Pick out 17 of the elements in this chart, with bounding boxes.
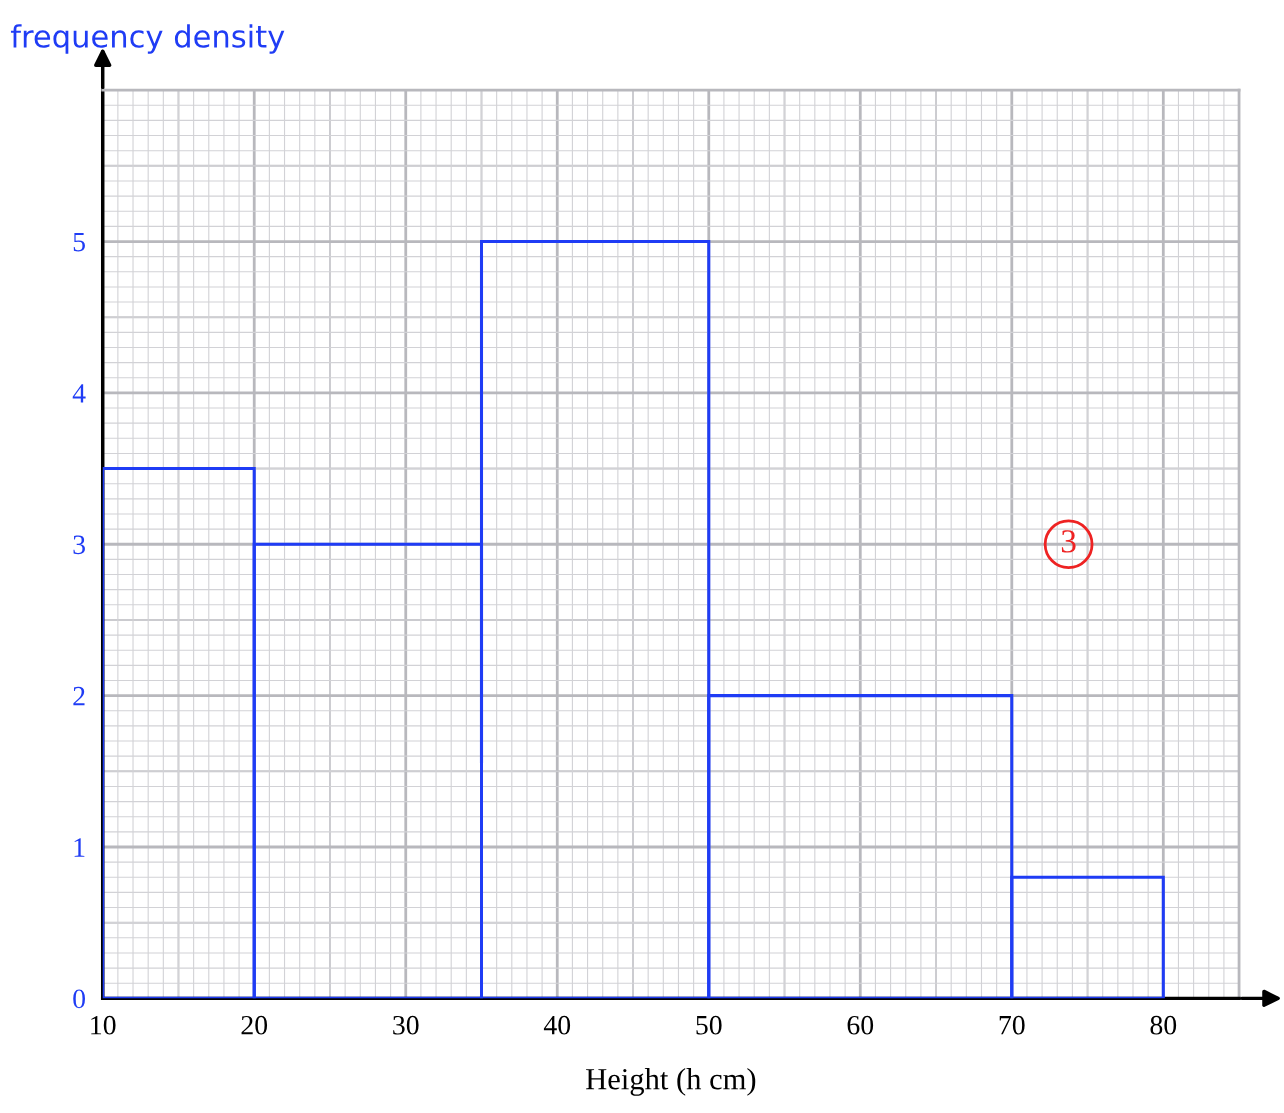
y-tick-label: 0 [73,989,85,1009]
y-tick-label: 3 [73,535,85,555]
x-tick-label: 70 [999,1015,1025,1035]
y-tick-label: 1 [74,838,85,857]
y-tick-label: 4 [72,384,86,403]
x-tick-label: 20 [241,1015,268,1035]
x-tick-label: 10 [91,1015,116,1035]
annotation: 3 [1061,530,1076,553]
x-tick-label: 30 [393,1015,419,1035]
x-tick-label: 50 [696,1015,722,1035]
x-tick-label: 80 [1150,1015,1177,1035]
y-tick-label: 2 [73,686,85,706]
x-axis-title: Height (h cm) [586,1068,756,1096]
y-tick-label: 5 [73,232,85,252]
x-tick-label: 40 [543,1015,571,1035]
y-axis-title: frequency density [10,24,285,54]
x-tick-label: 60 [847,1015,874,1035]
